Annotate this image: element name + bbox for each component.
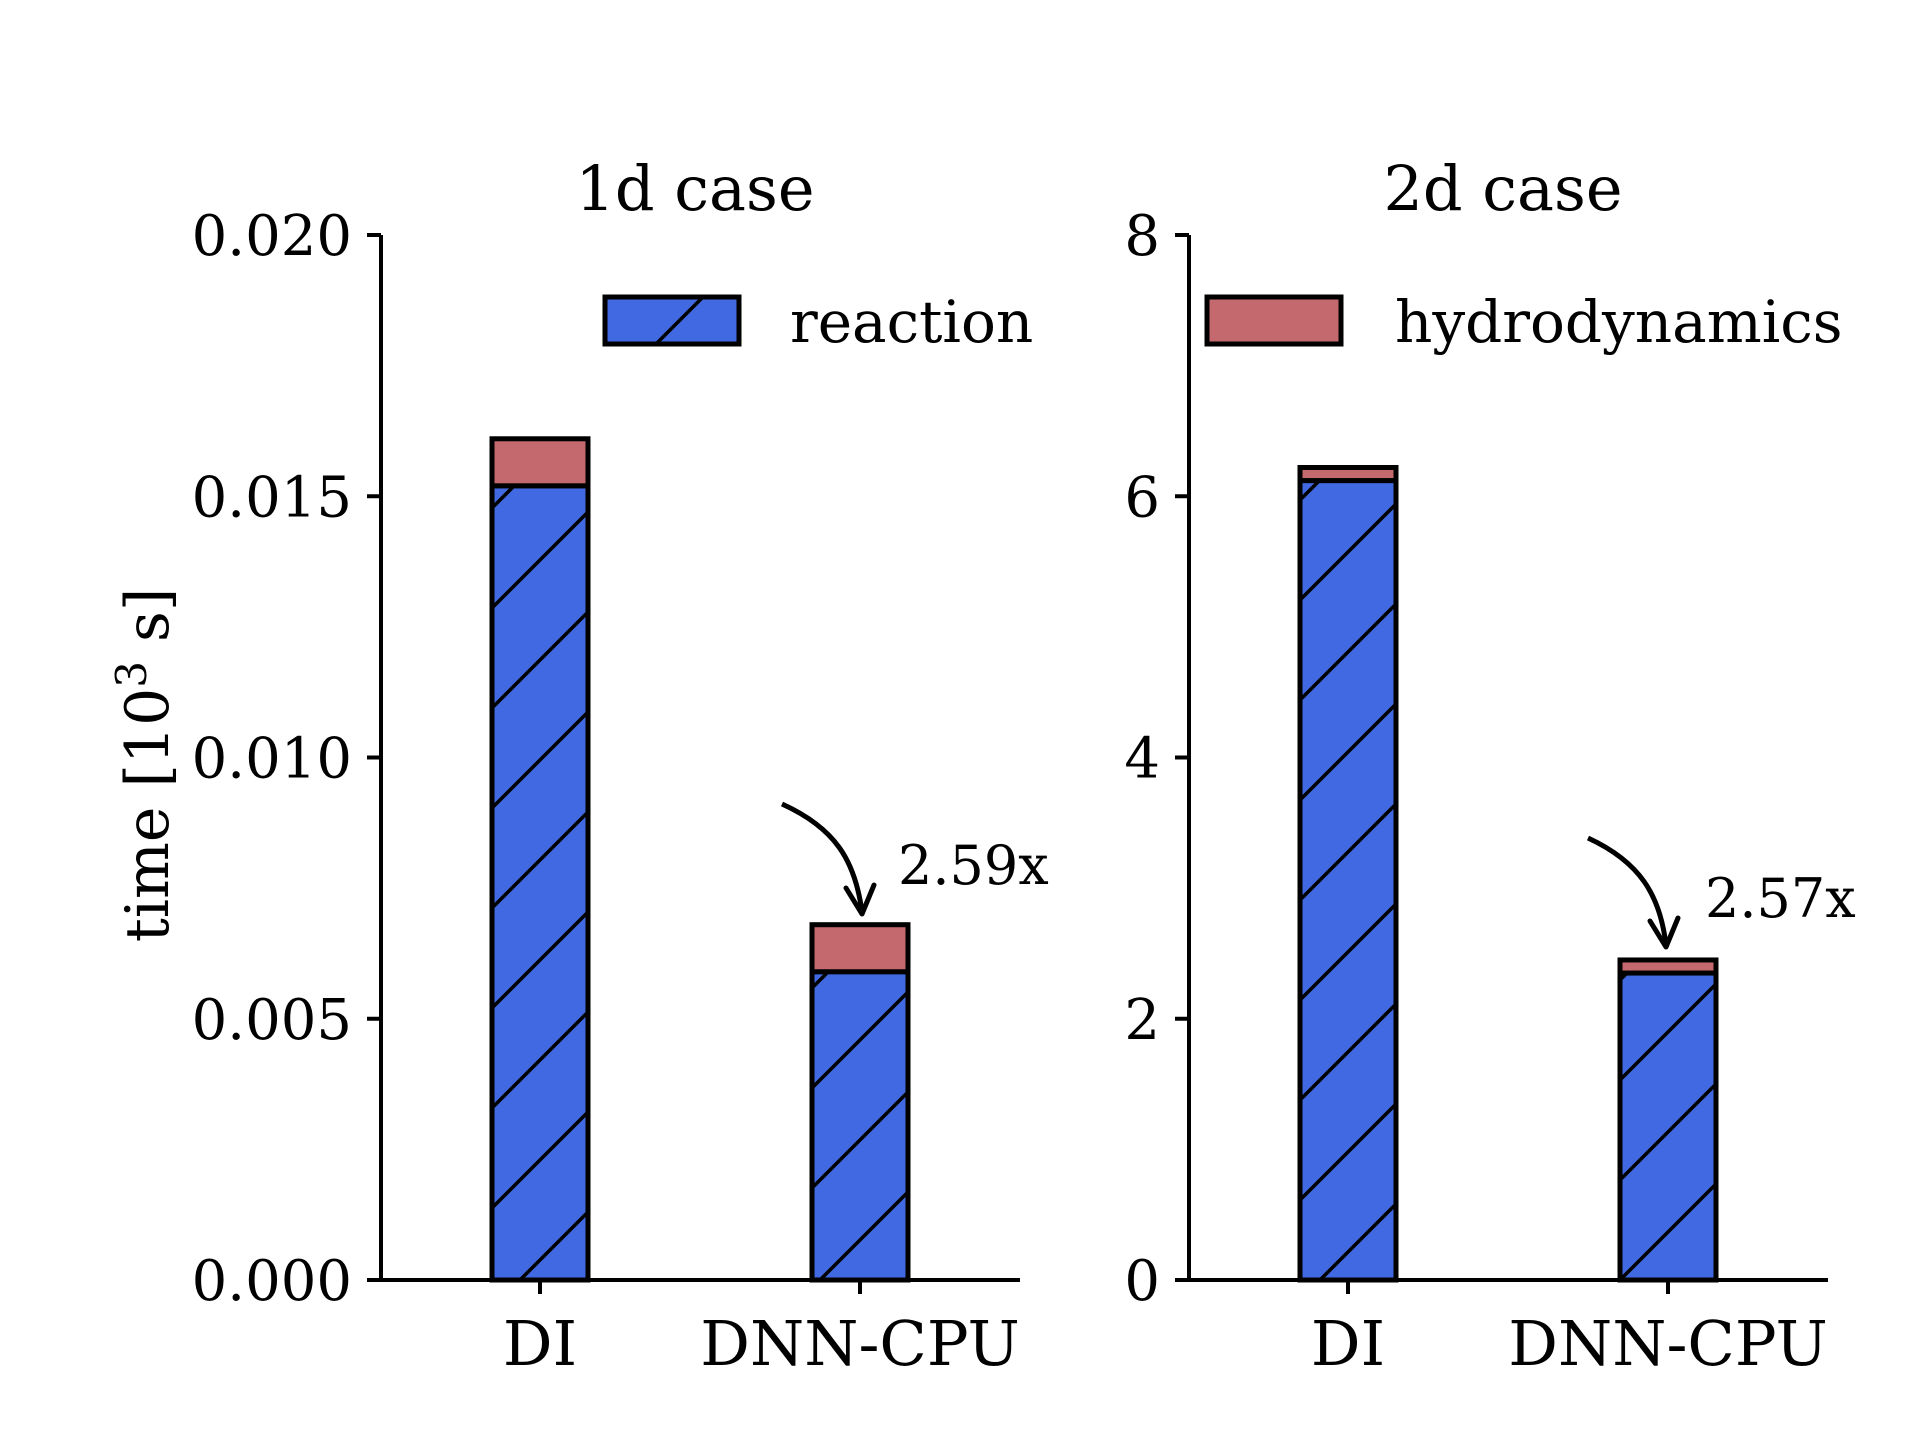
x-ticks-1d: DI DNN-CPU <box>503 1280 1020 1380</box>
legend-2d: hydrodynamics <box>1204 288 1843 356</box>
x-ticks-2d: DI DNN-CPU <box>1311 1280 1828 1380</box>
y-tick-label-1d: 0.020 <box>192 204 352 269</box>
chart-title-2d: 2d case <box>1383 152 1622 225</box>
y-ticks-1d: 0.000 0.005 0.010 0.015 0.020 <box>192 204 381 1314</box>
bar-2d-dnn-cpu-reaction <box>1617 970 1719 1283</box>
y-tick-label-1d: 0.000 <box>192 1249 352 1314</box>
annotation-2d: 2.57x <box>1586 835 1856 950</box>
y-axis-label-exponent: 3 <box>107 661 156 688</box>
y-tick-label-2d: 0 <box>1124 1249 1160 1314</box>
annotation-1d: 2.59x <box>780 801 1049 917</box>
annotation-arrow-2d <box>1586 835 1669 946</box>
y-axis-label-suffix: s] <box>113 588 183 661</box>
bar-1d-di-hydrodynamics <box>489 436 591 489</box>
y-tick-label-2d: 4 <box>1124 727 1160 792</box>
panel-1d-case: 1d case 0.000 0.005 0.010 0.015 0.020 DI DNN-… <box>192 152 1049 1380</box>
bar-1d-dnn-cpu-reaction <box>809 969 911 1283</box>
x-tick-label-1d-di: DI <box>503 1307 577 1380</box>
bar-2d-di-hydrodynamics <box>1297 465 1399 484</box>
legend-swatch-hydrodynamics <box>1204 294 1344 347</box>
legend-label-reaction: reaction <box>790 288 1033 356</box>
bar-1d-di-reaction <box>489 483 591 1283</box>
legend-swatch-reaction <box>602 294 742 347</box>
y-tick-label-1d: 0.015 <box>192 465 352 530</box>
bar-2d-di-reaction <box>1297 478 1399 1283</box>
y-tick-label-1d: 0.010 <box>192 727 352 792</box>
bars-2d <box>1297 465 1719 1283</box>
annotation-arrowhead-1d <box>843 882 877 917</box>
x-tick-label-2d-dnn-cpu: DNN-CPU <box>1508 1307 1827 1380</box>
y-tick-label-2d: 8 <box>1124 204 1160 269</box>
y-ticks-2d: 0 2 4 6 8 <box>1124 204 1189 1314</box>
y-tick-label-2d: 6 <box>1124 465 1160 530</box>
x-tick-label-1d-dnn-cpu: DNN-CPU <box>700 1307 1019 1380</box>
annotation-arrow-1d <box>780 801 865 913</box>
bar-2d-dnn-cpu-hydrodynamics <box>1617 957 1719 976</box>
panel-2d-case: 2d case 0 2 4 6 8 DI DNN-CPU hydrodynamics 2.… <box>1124 152 1855 1380</box>
y-axis-label: time [103 s] <box>107 588 183 943</box>
legend-1d: reaction <box>602 288 1033 356</box>
annotation-label-1d: 2.59x <box>898 834 1049 897</box>
legend-label-hydrodynamics: hydrodynamics <box>1395 288 1843 356</box>
y-tick-label-1d: 0.005 <box>192 988 352 1053</box>
bar-1d-dnn-cpu-hydrodynamics <box>809 922 911 975</box>
y-tick-label-2d: 2 <box>1124 988 1160 1053</box>
annotation-arrowhead-2d <box>1647 915 1681 950</box>
y-axis-label-prefix: time [10 <box>113 688 183 943</box>
x-tick-label-2d-di: DI <box>1311 1307 1385 1380</box>
annotation-label-2d: 2.57x <box>1705 867 1856 930</box>
bars-1d <box>489 436 911 1283</box>
chart-title-1d: 1d case <box>575 152 814 225</box>
